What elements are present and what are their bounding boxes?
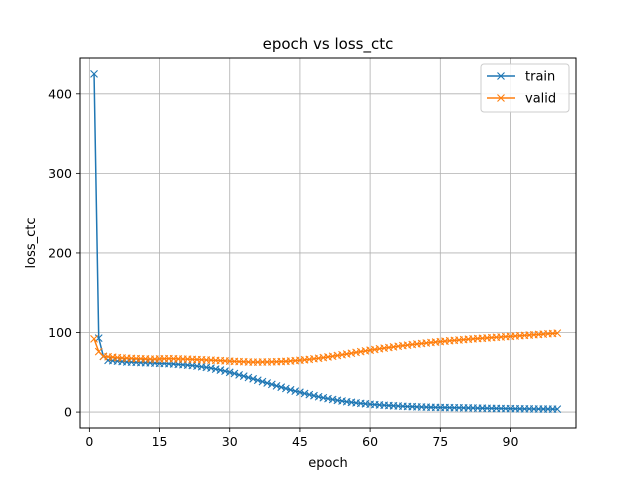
legend-marker: [497, 72, 505, 80]
chart-title: epoch vs loss_ctc: [263, 35, 394, 54]
plot-frame: [79, 57, 577, 429]
x-tick-label: 90: [503, 434, 519, 449]
legend-entry-train: train: [487, 70, 555, 85]
x-tick-label: 60: [362, 434, 378, 449]
y-tick-label: 200: [48, 245, 72, 260]
data-point-valid: [553, 329, 562, 338]
x-tick-label: 30: [222, 434, 238, 449]
data-point-train: [202, 363, 211, 372]
data-point-train: [300, 389, 309, 398]
legend-items: train valid: [487, 70, 556, 107]
legend-marker: [497, 94, 505, 102]
series-train: [90, 70, 562, 414]
series-line-valid: [93, 332, 558, 363]
x-tick-label: 0: [85, 434, 93, 449]
data-point-train: [310, 391, 318, 400]
series-valid: [90, 329, 562, 367]
data-point-valid: [90, 334, 98, 343]
data-point-train: [281, 384, 290, 393]
data-point-valid: [342, 350, 351, 358]
y-ticks: 0 100 200 300 400: [48, 86, 80, 420]
x-ticks: 0 15 30 45 60 75 90: [85, 428, 518, 449]
y-tick-label: 400: [48, 86, 72, 101]
data-point-train: [296, 388, 304, 397]
data-point-train: [221, 367, 229, 375]
data-point-valid: [347, 349, 356, 358]
y-axis-label: loss_ctc: [24, 217, 39, 268]
data-point-train: [211, 365, 220, 374]
data-point-train: [263, 379, 272, 387]
series-line-train: [93, 73, 558, 410]
data-point-train: [235, 370, 243, 379]
data-point-train: [324, 394, 332, 403]
data-point-train: [553, 405, 562, 414]
data-point-train: [258, 377, 267, 386]
data-point-valid: [338, 350, 346, 359]
legend: train valid: [480, 63, 570, 113]
data-point-train: [244, 373, 253, 382]
series-layer: [90, 70, 562, 414]
data-point-train: [253, 376, 262, 385]
data-point-train: [277, 383, 286, 392]
x-axis-label: epoch: [308, 456, 348, 471]
data-point-train: [216, 366, 225, 374]
y-tick-label: 0: [64, 405, 72, 420]
y-tick-label: 300: [48, 166, 72, 181]
legend-label: valid: [525, 92, 556, 107]
data-point-train: [328, 395, 337, 404]
legend-label: train: [525, 70, 555, 85]
data-point-train: [314, 392, 323, 401]
data-point-train: [90, 70, 98, 78]
data-point-train: [305, 390, 314, 399]
grid: [80, 58, 576, 428]
legend-entry-valid: valid: [487, 92, 556, 107]
y-tick-label: 100: [48, 325, 72, 340]
data-point-train: [249, 374, 258, 383]
data-point-train: [267, 380, 276, 389]
data-point-train: [286, 385, 295, 394]
data-point-valid: [352, 348, 360, 357]
data-point-train: [207, 364, 215, 373]
data-point-train: [272, 381, 281, 390]
data-point-train: [239, 372, 248, 381]
data-point-train: [319, 393, 328, 402]
data-point-train: [94, 334, 103, 342]
data-point-train: [225, 368, 234, 377]
data-point-train: [230, 369, 239, 378]
x-tick-label: 15: [152, 434, 168, 449]
x-tick-label: 45: [292, 434, 308, 449]
data-point-train: [291, 387, 300, 395]
x-tick-label: 75: [432, 434, 448, 449]
